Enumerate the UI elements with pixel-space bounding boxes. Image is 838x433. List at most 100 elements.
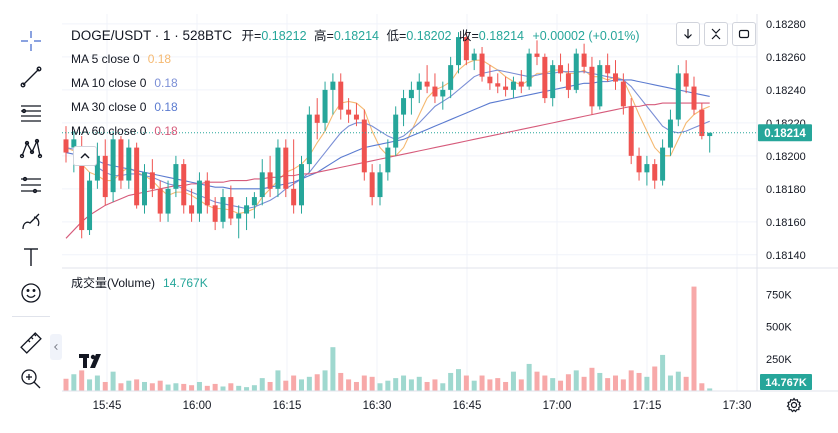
legend-collapse-button[interactable] <box>73 146 97 166</box>
volume-tick-label: 750K <box>766 289 792 301</box>
candle-body <box>314 114 320 123</box>
ma-legend-item[interactable]: MA 5 close 0 0.18 <box>71 52 171 66</box>
brush-tool[interactable] <box>14 206 48 236</box>
volume-bar <box>667 375 673 391</box>
volume-bar <box>251 385 257 391</box>
time-tick-label: 15:45 <box>93 400 122 412</box>
candle-body <box>306 114 312 165</box>
candle-body <box>495 83 501 87</box>
volume-bar <box>699 383 705 391</box>
volume-bar <box>173 383 179 391</box>
symbol-label[interactable]: DOGE/USDT · 1 · 528BTC <box>71 28 232 43</box>
price-tick-label: 0.18280 <box>766 19 806 31</box>
candle-body <box>597 65 603 107</box>
volume-legend-label: 成交量(Volume) <box>71 275 155 290</box>
price-tick-label: 0.18180 <box>766 184 806 196</box>
emoji-tool[interactable] <box>14 278 48 308</box>
volume-bar <box>550 378 556 391</box>
candle-body <box>322 89 328 123</box>
candle-body <box>456 37 461 66</box>
volume-bar <box>385 380 391 391</box>
volume-bar <box>495 378 501 391</box>
volume-bar <box>518 379 524 391</box>
ma-legend-item[interactable]: MA 10 close 0 0.18 <box>71 76 178 90</box>
projection-icon <box>21 176 41 194</box>
crosshair-icon <box>21 31 41 51</box>
candle-body <box>401 98 407 115</box>
candle-body <box>275 147 281 189</box>
candle-body <box>299 164 304 206</box>
candle-body <box>87 180 93 231</box>
volume-bar <box>165 384 171 391</box>
candle-body <box>353 114 359 120</box>
volume-bar <box>267 381 273 391</box>
projection-tool[interactable] <box>14 170 48 200</box>
crosshair-tool[interactable] <box>14 26 48 56</box>
volume-bar <box>613 375 618 391</box>
price-tick-label: 0.18240 <box>766 85 806 97</box>
candle-body <box>534 53 540 57</box>
candle-body <box>432 86 438 97</box>
candle-body <box>683 73 689 87</box>
volume-bar <box>369 376 375 391</box>
volume-bar <box>189 385 195 391</box>
candle-body <box>691 86 697 110</box>
candle-body <box>542 56 548 99</box>
zoom-in-tool[interactable] <box>14 364 48 394</box>
maximize-pane-button[interactable] <box>732 22 756 46</box>
volume-tag-text: 14.767K <box>765 377 807 389</box>
volume-bar <box>675 371 681 391</box>
text-tool[interactable] <box>14 242 48 272</box>
candle-body <box>338 81 344 110</box>
volume-legend[interactable]: 成交量(Volume) 14.767K <box>71 275 208 290</box>
candle-body <box>550 65 556 99</box>
candle-body <box>526 53 532 87</box>
toolbar-toggle-button[interactable] <box>50 334 62 360</box>
close-value: 0.18214 <box>479 29 524 43</box>
maximize-icon <box>738 29 750 39</box>
fib-lines-tool[interactable] <box>14 98 48 128</box>
volume-bar <box>204 385 210 391</box>
candle-body <box>479 53 485 77</box>
time-tick-label: 16:45 <box>453 400 482 412</box>
volume-bar <box>620 379 626 391</box>
volume-tick-label: 250K <box>766 354 792 366</box>
pattern-tool[interactable] <box>14 134 48 164</box>
candle-body <box>212 205 218 222</box>
price-tick-label: 0.18160 <box>766 217 806 229</box>
move-down-button[interactable] <box>676 22 700 46</box>
fib-lines-icon <box>21 105 41 122</box>
volume-bar <box>275 370 281 391</box>
volume-bar <box>652 366 658 391</box>
pattern-icon <box>19 138 43 159</box>
ruler-tool[interactable] <box>14 328 48 358</box>
ma-legend-item[interactable]: MA 60 close 0 0.18 <box>71 124 178 138</box>
candle-body <box>330 81 336 90</box>
volume-bar <box>471 380 477 391</box>
candle-body <box>385 147 391 173</box>
volume-bar <box>565 374 571 391</box>
candle-body <box>377 172 383 198</box>
candle-body <box>613 73 618 82</box>
candle-body <box>463 37 469 61</box>
collapse-pane-button[interactable] <box>704 22 728 46</box>
volume-bar <box>126 380 132 391</box>
volume-bar <box>401 375 407 391</box>
settings-gear-icon[interactable] <box>786 397 802 413</box>
ma-legend-item[interactable]: MA 30 close 0 0.18 <box>71 100 178 114</box>
tradingview-logo[interactable] <box>78 352 106 370</box>
candle-body <box>189 205 195 214</box>
candle-body <box>63 139 69 153</box>
candle-body <box>259 172 265 198</box>
trend-line-icon <box>20 66 42 88</box>
trend-line-tool[interactable] <box>14 62 48 92</box>
volume-bar <box>432 379 438 391</box>
candle-body <box>134 147 140 206</box>
candle-body <box>157 188 163 214</box>
volume-bar <box>236 385 242 391</box>
candle-body <box>220 197 226 222</box>
close-label: 收= <box>459 29 479 43</box>
candle-body <box>149 172 155 189</box>
